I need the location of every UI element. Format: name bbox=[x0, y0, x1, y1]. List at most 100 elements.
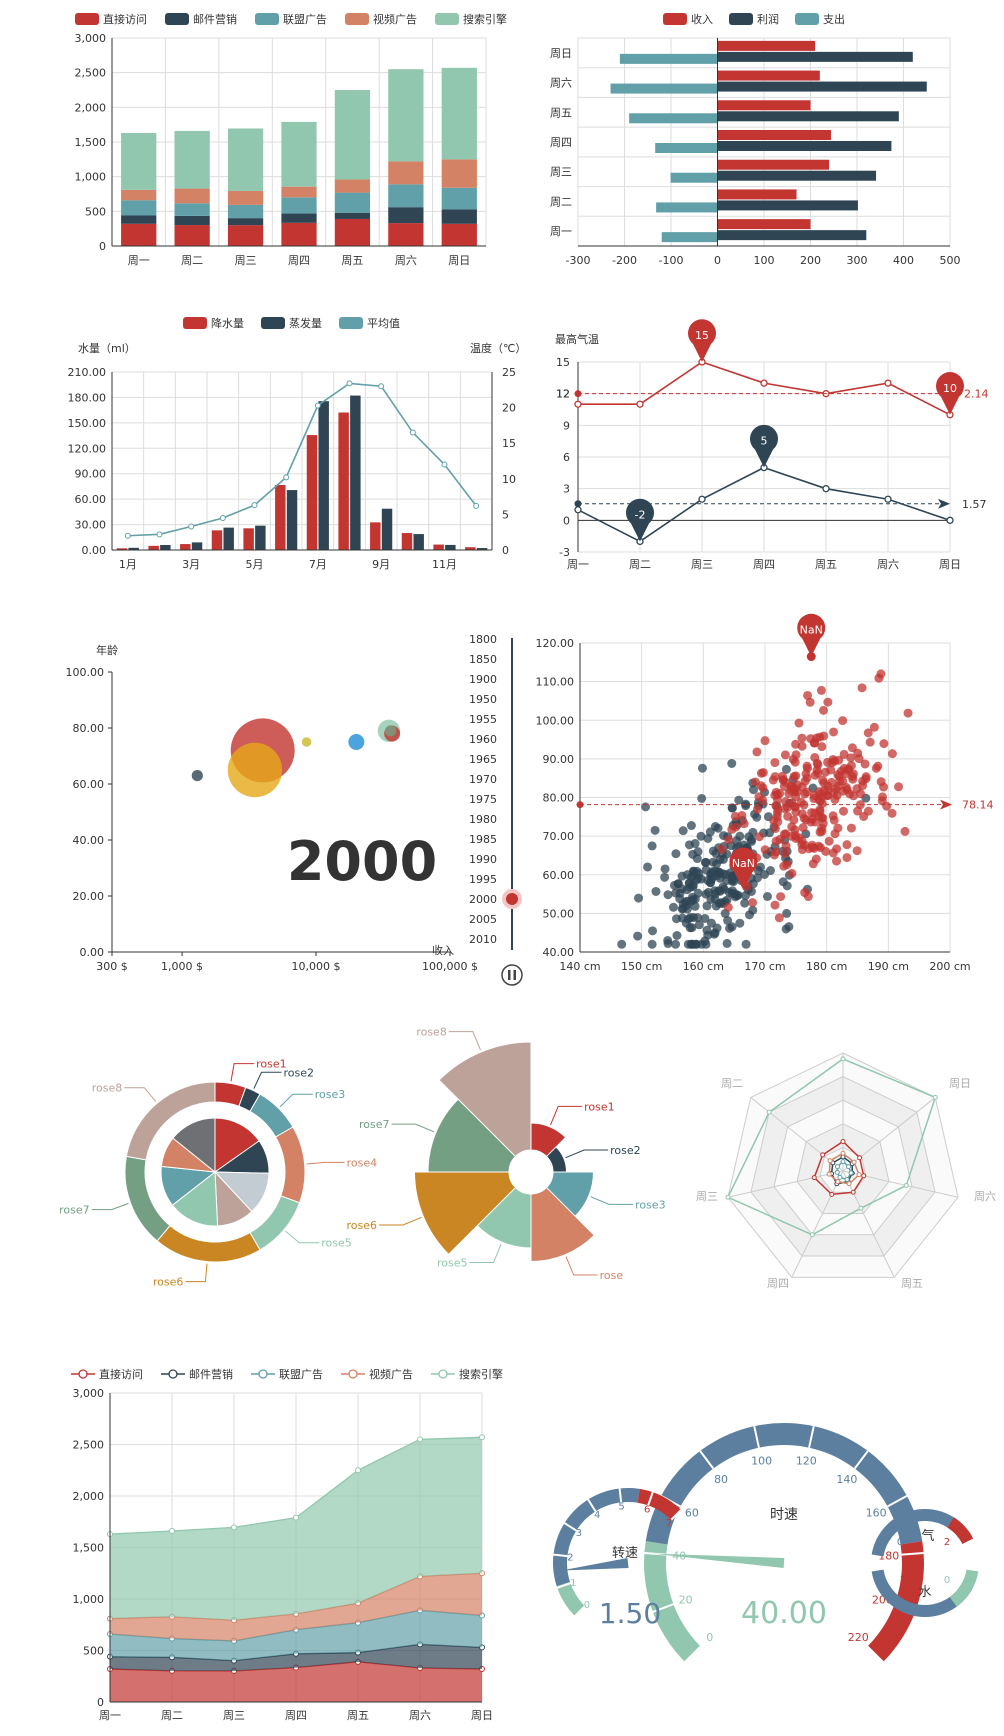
scatter-point bbox=[874, 673, 884, 683]
y-tick-label: 180.00 bbox=[68, 391, 107, 404]
scatter-point bbox=[781, 764, 791, 774]
rpm-gauge-tick bbox=[574, 1605, 586, 1617]
scatter-point bbox=[647, 841, 657, 851]
y-tick-label: 500 bbox=[83, 1645, 104, 1658]
bar bbox=[334, 218, 371, 246]
scatter-point bbox=[798, 823, 808, 833]
bar bbox=[388, 223, 424, 246]
bar bbox=[174, 130, 210, 189]
speed-gauge-tick bbox=[808, 1425, 815, 1448]
marker-pin-icon bbox=[936, 372, 965, 415]
x-tick-label: 10,000 $ bbox=[292, 960, 341, 973]
series-line bbox=[127, 382, 477, 537]
pause-button[interactable] bbox=[501, 964, 523, 986]
fuel-gauge-band bbox=[947, 1517, 974, 1544]
scatter-point bbox=[780, 849, 790, 859]
rose-slice bbox=[427, 1098, 517, 1173]
scatter-point bbox=[797, 741, 807, 751]
rose-pie-chart: rose1 rose2 rose3 rose rose5 rose6 rose7 rose8 bbox=[347, 1026, 666, 1282]
slice-label: rose4 bbox=[347, 1156, 378, 1169]
bar bbox=[656, 202, 718, 213]
scatter-point bbox=[754, 832, 764, 842]
scatter-point bbox=[663, 935, 673, 945]
slice-label: rose3 bbox=[315, 1088, 346, 1101]
point bbox=[932, 1094, 938, 1100]
point bbox=[850, 1189, 856, 1195]
point bbox=[346, 380, 353, 387]
timeline-label: 2010 bbox=[469, 933, 497, 946]
slice-label: rose2 bbox=[283, 1066, 314, 1079]
rpm-gauge-tick bbox=[563, 1522, 577, 1532]
scatter-point bbox=[805, 697, 815, 707]
rpm-gauge-tick bbox=[587, 1498, 597, 1512]
x-tick-label: 周日 bbox=[448, 254, 470, 267]
speed-gauge-tick-label: 120 bbox=[796, 1454, 817, 1467]
y-tick-label: 60.00 bbox=[75, 493, 107, 506]
scatter-point bbox=[752, 747, 762, 757]
bar bbox=[388, 69, 424, 162]
scatter-point bbox=[691, 939, 701, 949]
timeline-label: 1800 bbox=[469, 633, 497, 646]
scatter-point bbox=[903, 708, 913, 718]
x-tick-label: 周六 bbox=[409, 1709, 431, 1722]
scatter-point bbox=[758, 783, 768, 793]
legend-swatch-icon bbox=[729, 13, 753, 25]
slice-label: rose6 bbox=[347, 1219, 378, 1232]
x-tick-label: 300 bbox=[847, 254, 868, 267]
y-tick-label: 150.00 bbox=[68, 417, 107, 430]
bar bbox=[388, 161, 424, 185]
scatter-point bbox=[741, 799, 751, 809]
bar bbox=[717, 81, 927, 92]
legend-item: 联盟广告 bbox=[279, 1368, 323, 1381]
radar-indicator-label: 周六 bbox=[974, 1190, 996, 1203]
mark-line-label: 12 bbox=[556, 388, 570, 401]
scatter-point bbox=[900, 826, 910, 836]
scatter-point bbox=[701, 865, 711, 875]
x-tick-label: 3月 bbox=[182, 558, 200, 571]
rpm-gauge-pointer-icon bbox=[561, 1558, 629, 1571]
marker-pin-icon bbox=[626, 498, 654, 542]
rpm-gauge-band bbox=[556, 1581, 585, 1617]
water-gauge-tick-label: 2 bbox=[900, 1575, 906, 1586]
rpm-gauge-tick-label: 2 bbox=[567, 1553, 573, 1564]
bar bbox=[227, 128, 264, 191]
scatter-point bbox=[846, 823, 856, 833]
scatter-point bbox=[681, 918, 691, 928]
fuel-gauge-band bbox=[871, 1508, 974, 1557]
marker-pin-label: 15 bbox=[695, 329, 709, 342]
scatter-point bbox=[828, 754, 838, 764]
scatter-point bbox=[702, 901, 712, 911]
rpm-gauge-tick bbox=[647, 1491, 654, 1506]
y-tick-label: 60.00 bbox=[543, 869, 575, 882]
y-tick-label: 20.00 bbox=[73, 890, 105, 903]
bar bbox=[441, 209, 477, 224]
timeline-label: 2000 bbox=[469, 893, 497, 906]
point bbox=[846, 1181, 852, 1187]
radar-series bbox=[813, 1140, 865, 1196]
y-tick-label: 120.00 bbox=[68, 442, 107, 455]
scatter-point bbox=[784, 922, 794, 932]
scatter-point bbox=[780, 750, 790, 760]
point bbox=[826, 1171, 832, 1177]
scatter-point bbox=[808, 859, 818, 869]
y-tick-label: 30.00 bbox=[75, 519, 107, 532]
scatter-point bbox=[789, 783, 799, 793]
speed-gauge-tick bbox=[887, 1495, 908, 1508]
bar bbox=[174, 225, 210, 246]
y-axis-title: 水量（ml） bbox=[78, 342, 136, 355]
bar bbox=[116, 548, 128, 550]
radar-indicator-label: 周二 bbox=[721, 1077, 743, 1090]
scatter-point bbox=[690, 839, 700, 849]
bar bbox=[227, 218, 264, 226]
label-line bbox=[590, 1196, 634, 1205]
point bbox=[355, 1467, 361, 1474]
scatter-point bbox=[673, 879, 683, 889]
point bbox=[946, 516, 954, 524]
scatter-point bbox=[829, 815, 839, 825]
slice-label: rose8 bbox=[92, 1082, 123, 1095]
rpm-gauge-tick bbox=[556, 1582, 571, 1589]
scatter-point bbox=[740, 898, 750, 908]
scatter-point bbox=[789, 771, 799, 781]
timeline-label: 1995 bbox=[469, 873, 497, 886]
timeline-handle-icon[interactable] bbox=[502, 889, 522, 909]
